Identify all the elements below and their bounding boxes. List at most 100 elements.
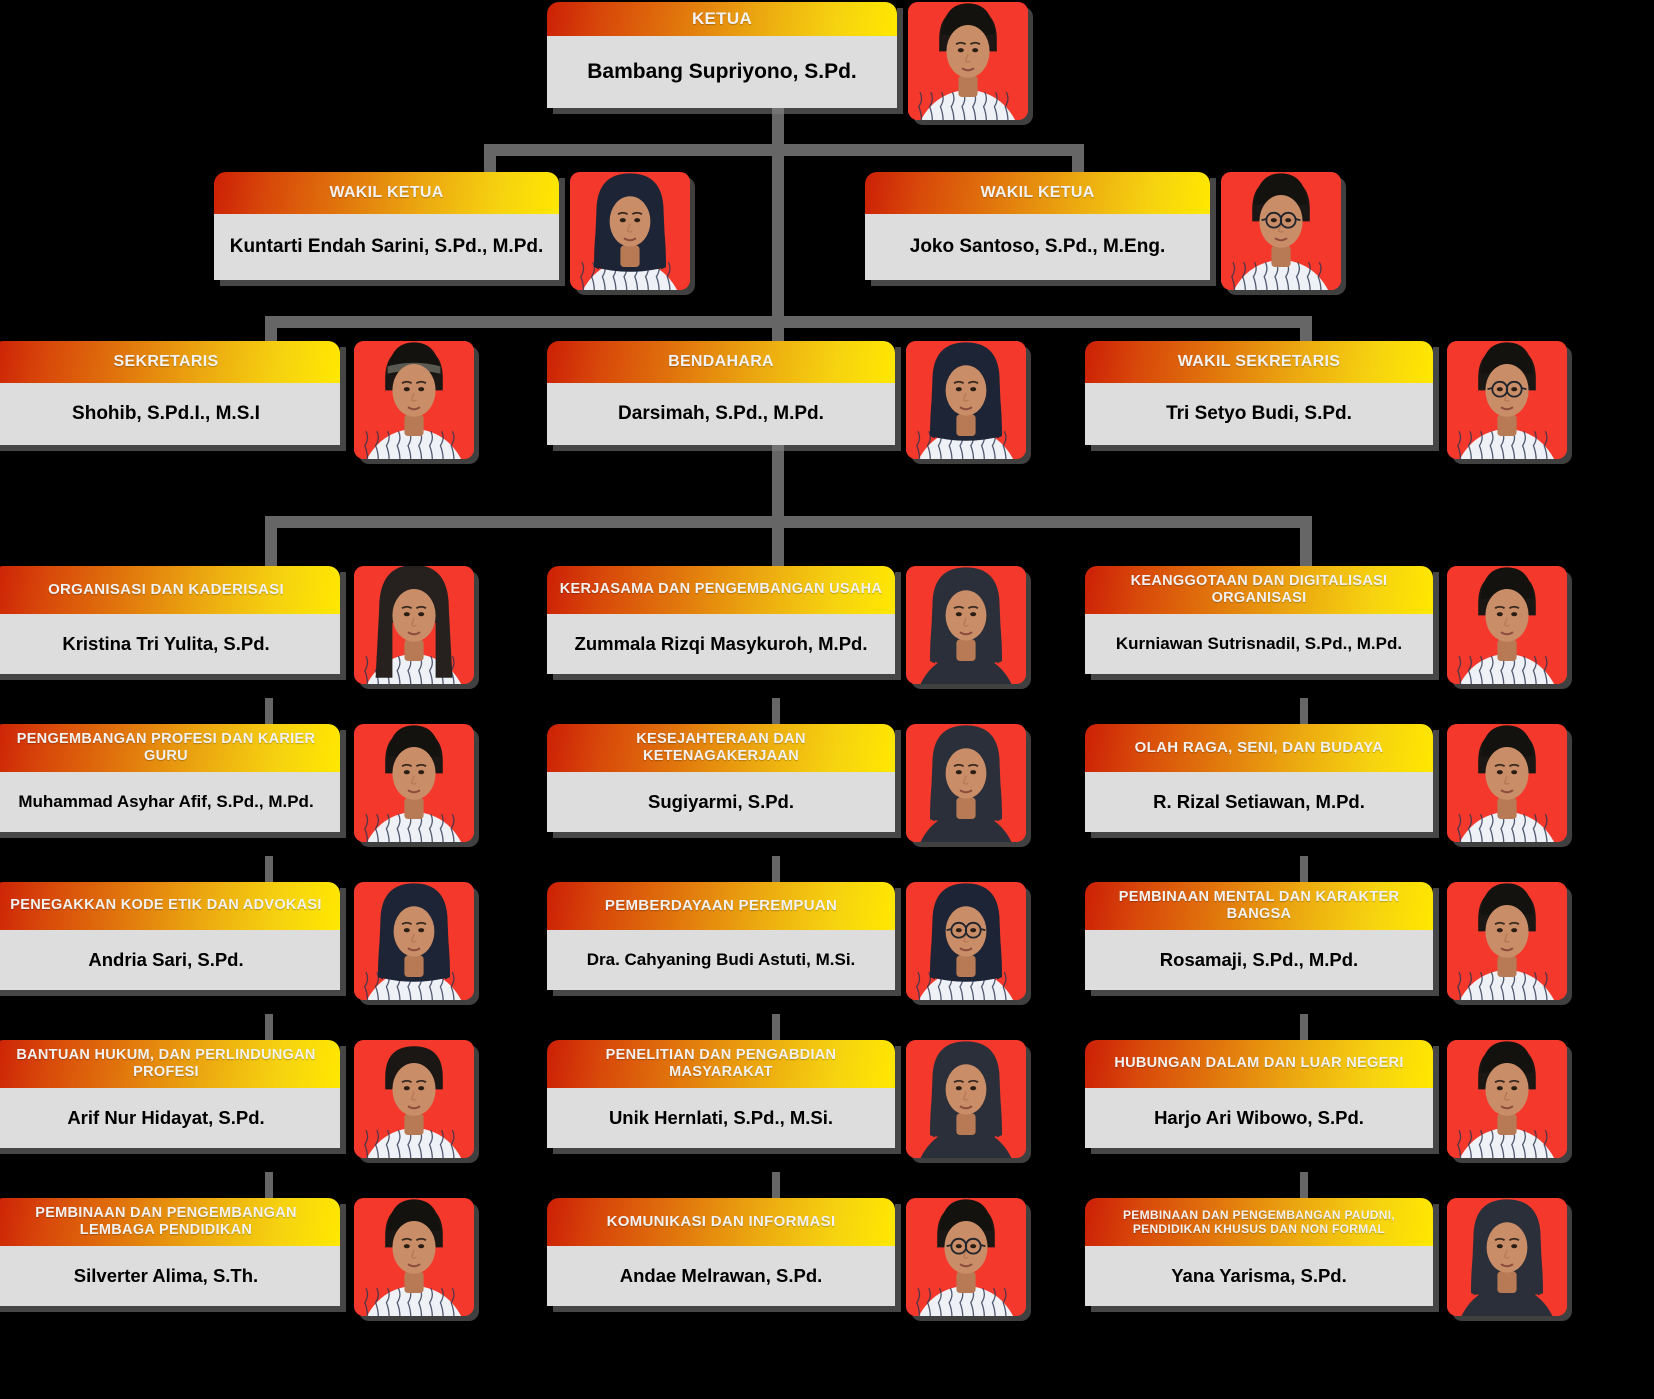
connector-center-stem-1 <box>772 144 784 324</box>
person-name-dept-14: Yana Yarisma, S.Pd. <box>1085 1246 1433 1306</box>
person-name-dept-2: Kurniawan Sutrisnadil, S.Pd., M.Pd. <box>1085 614 1433 674</box>
org-node-dept-5: OLAH RAGA, SENI, DAN BUDAYA R. Rizal Seti… <box>1085 724 1567 842</box>
org-node-dept-1: KERJASAMA DAN PENGEMBANGAN USAHA Zummala … <box>547 566 1026 684</box>
connector-wakilsek-drop <box>1300 316 1312 346</box>
org-node-dept-3: PENGEMBANGAN PROFESI DAN KARIER GURU Muha… <box>0 724 474 842</box>
portrait-wakil-ketua-1 <box>570 172 690 290</box>
card-bendahara[interactable]: BENDAHARA Darsimah, S.Pd., M.Pd. <box>547 341 895 445</box>
portrait-ketua <box>908 2 1028 120</box>
connector-sekretaris-drop <box>265 316 277 346</box>
person-name-dept-5: R. Rizal Setiawan, M.Pd. <box>1085 772 1433 832</box>
org-node-dept-7: PEMBERDAYAAN PEREMPUAN Dra. Cahyaning Bud… <box>547 882 1026 1000</box>
card-dept-6[interactable]: PENEGAKKAN KODE ETIK DAN ADVOKASI Andria … <box>0 882 340 990</box>
connector-dept-link-c0-r0 <box>265 698 273 724</box>
connector-dept-link-c2-r3 <box>1300 1172 1308 1198</box>
portrait-dept-9 <box>354 1040 474 1158</box>
role-title-wakil-sekretaris: WAKIL SEKRETARIS <box>1085 341 1433 383</box>
connector-dept-link-c0-r2 <box>265 1014 273 1040</box>
role-title-bendahara: BENDAHARA <box>547 341 895 383</box>
portrait-dept-3 <box>354 724 474 842</box>
card-dept-5[interactable]: OLAH RAGA, SENI, DAN BUDAYA R. Rizal Seti… <box>1085 724 1433 832</box>
card-dept-14[interactable]: PEMBINAAN DAN PENGEMBANGAN PAUDNI, PENDI… <box>1085 1198 1433 1306</box>
card-wakil-sekretaris[interactable]: WAKIL SEKRETARIS Tri Setyo Budi, S.Pd. <box>1085 341 1433 445</box>
role-title-dept-2: KEANGGOTAAN DAN DIGITALISASI ORGANISASI <box>1085 566 1433 614</box>
role-title-sekretaris: SEKRETARIS <box>0 341 340 383</box>
connector-dept-link-c1-r0 <box>772 698 780 724</box>
connector-secretary-bar <box>265 316 1312 328</box>
card-dept-3[interactable]: PENGEMBANGAN PROFESI DAN KARIER GURU Muha… <box>0 724 340 832</box>
org-node-dept-8: PEMBINAAN MENTAL DAN KARAKTER BANGSA Rosa… <box>1085 882 1567 1000</box>
portrait-dept-13 <box>906 1198 1026 1316</box>
person-name-dept-6: Andria Sari, S.Pd. <box>0 930 340 990</box>
card-dept-0[interactable]: ORGANISASI DAN KADERISASI Kristina Tri Yu… <box>0 566 340 674</box>
role-title-dept-13: KOMUNIKASI DAN INFORMASI <box>547 1198 895 1246</box>
role-title-wakil-ketua-1: WAKIL KETUA <box>214 172 559 214</box>
org-node-dept-11: HUBUNGAN DALAM DAN LUAR NEGERI Harjo Ari … <box>1085 1040 1567 1158</box>
org-node-dept-4: KESEJAHTERAAN DAN KETENAGAKERJAAN Sugiyar… <box>547 724 1026 842</box>
role-title-dept-6: PENEGAKKAN KODE ETIK DAN ADVOKASI <box>0 882 340 930</box>
person-name-wakil-ketua-1: Kuntarti Endah Sarini, S.Pd., M.Pd. <box>214 214 559 280</box>
portrait-dept-4 <box>906 724 1026 842</box>
person-name-dept-9: Arif Nur Hidayat, S.Pd. <box>0 1088 340 1148</box>
org-node-wakil-sekretaris: WAKIL SEKRETARIS Tri Setyo Budi, S.Pd. <box>1085 341 1567 459</box>
person-name-dept-7: Dra. Cahyaning Budi Astuti, M.Si. <box>547 930 895 990</box>
connector-dept-link-c0-r1 <box>265 856 273 882</box>
card-dept-10[interactable]: PENELITIAN DAN PENGABDIAN MASYARAKAT Unik… <box>547 1040 895 1148</box>
card-dept-8[interactable]: PEMBINAAN MENTAL DAN KARAKTER BANGSA Rosa… <box>1085 882 1433 990</box>
role-title-dept-7: PEMBERDAYAAN PEREMPUAN <box>547 882 895 930</box>
person-name-wakil-ketua-2: Joko Santoso, S.Pd., M.Eng. <box>865 214 1210 280</box>
connector-dept-link-c1-r3 <box>772 1172 780 1198</box>
connector-dept-link-c1-r2 <box>772 1014 780 1040</box>
connector-dept-link-c2-r0 <box>1300 698 1308 724</box>
card-dept-7[interactable]: PEMBERDAYAAN PEREMPUAN Dra. Cahyaning Bud… <box>547 882 895 990</box>
portrait-dept-14 <box>1447 1198 1567 1316</box>
card-dept-12[interactable]: PEMBINAAN DAN PENGEMBANGAN LEMBAGA PENDI… <box>0 1198 340 1306</box>
org-node-wakil-ketua-1: WAKIL KETUA Kuntarti Endah Sarini, S.Pd.,… <box>214 172 690 290</box>
connector-wakil-bar <box>484 144 1084 156</box>
connector-department-bar <box>265 516 1312 528</box>
org-node-dept-14: PEMBINAAN DAN PENGEMBANGAN PAUDNI, PENDI… <box>1085 1198 1567 1316</box>
portrait-dept-12 <box>354 1198 474 1316</box>
connector-dept-link-c2-r1 <box>1300 856 1308 882</box>
role-title-dept-8: PEMBINAAN MENTAL DAN KARAKTER BANGSA <box>1085 882 1433 930</box>
connector-dept-link-c2-r2 <box>1300 1014 1308 1040</box>
card-dept-2[interactable]: KEANGGOTAAN DAN DIGITALISASI ORGANISASI K… <box>1085 566 1433 674</box>
card-dept-4[interactable]: KESEJAHTERAAN DAN KETENAGAKERJAAN Sugiyar… <box>547 724 895 832</box>
portrait-dept-5 <box>1447 724 1567 842</box>
person-name-sekretaris: Shohib, S.Pd.I., M.S.I <box>0 383 340 445</box>
card-wakil-ketua-1[interactable]: WAKIL KETUA Kuntarti Endah Sarini, S.Pd.,… <box>214 172 559 280</box>
card-ketua[interactable]: KETUA Bambang Supriyono, S.Pd. <box>547 2 897 108</box>
role-title-dept-14: PEMBINAAN DAN PENGEMBANGAN PAUDNI, PENDI… <box>1085 1198 1433 1246</box>
connector-ketua-stem <box>772 108 784 148</box>
person-name-ketua: Bambang Supriyono, S.Pd. <box>547 36 897 108</box>
card-wakil-ketua-2[interactable]: WAKIL KETUA Joko Santoso, S.Pd., M.Eng. <box>865 172 1210 280</box>
portrait-bendahara <box>906 341 1026 459</box>
org-node-dept-6: PENEGAKKAN KODE ETIK DAN ADVOKASI Andria … <box>0 882 474 1000</box>
role-title-dept-3: PENGEMBANGAN PROFESI DAN KARIER GURU <box>0 724 340 772</box>
connector-dept-link-c0-r3 <box>265 1172 273 1198</box>
org-node-dept-2: KEANGGOTAAN DAN DIGITALISASI ORGANISASI K… <box>1085 566 1567 684</box>
person-name-dept-13: Andae Melrawan, S.Pd. <box>547 1246 895 1306</box>
org-node-dept-12: PEMBINAAN DAN PENGEMBANGAN LEMBAGA PENDI… <box>0 1198 474 1316</box>
person-name-dept-8: Rosamaji, S.Pd., M.Pd. <box>1085 930 1433 990</box>
role-title-dept-5: OLAH RAGA, SENI, DAN BUDAYA <box>1085 724 1433 772</box>
person-name-dept-0: Kristina Tri Yulita, S.Pd. <box>0 614 340 674</box>
portrait-dept-2 <box>1447 566 1567 684</box>
card-dept-11[interactable]: HUBUNGAN DALAM DAN LUAR NEGERI Harjo Ari … <box>1085 1040 1433 1148</box>
person-name-dept-11: Harjo Ari Wibowo, S.Pd. <box>1085 1088 1433 1148</box>
person-name-dept-10: Unik Hernlati, S.Pd., M.Si. <box>547 1088 895 1148</box>
person-name-dept-12: Silverter Alima, S.Th. <box>0 1246 340 1306</box>
portrait-dept-1 <box>906 566 1026 684</box>
org-node-sekretaris: SEKRETARIS Shohib, S.Pd.I., M.S.I <box>0 341 474 459</box>
role-title-ketua: KETUA <box>547 2 897 36</box>
portrait-wakil-sekretaris <box>1447 341 1567 459</box>
connector-dept-col0-drop <box>265 516 277 572</box>
portrait-dept-0 <box>354 566 474 684</box>
card-dept-1[interactable]: KERJASAMA DAN PENGEMBANGAN USAHA Zummala … <box>547 566 895 674</box>
person-name-bendahara: Darsimah, S.Pd., M.Pd. <box>547 383 895 445</box>
org-node-dept-13: KOMUNIKASI DAN INFORMASI Andae Melrawan, … <box>547 1198 1026 1316</box>
portrait-wakil-ketua-2 <box>1221 172 1341 290</box>
card-dept-9[interactable]: BANTUAN HUKUM, DAN PERLINDUNGAN PROFESI A… <box>0 1040 340 1148</box>
card-sekretaris[interactable]: SEKRETARIS Shohib, S.Pd.I., M.S.I <box>0 341 340 445</box>
card-dept-13[interactable]: KOMUNIKASI DAN INFORMASI Andae Melrawan, … <box>547 1198 895 1306</box>
